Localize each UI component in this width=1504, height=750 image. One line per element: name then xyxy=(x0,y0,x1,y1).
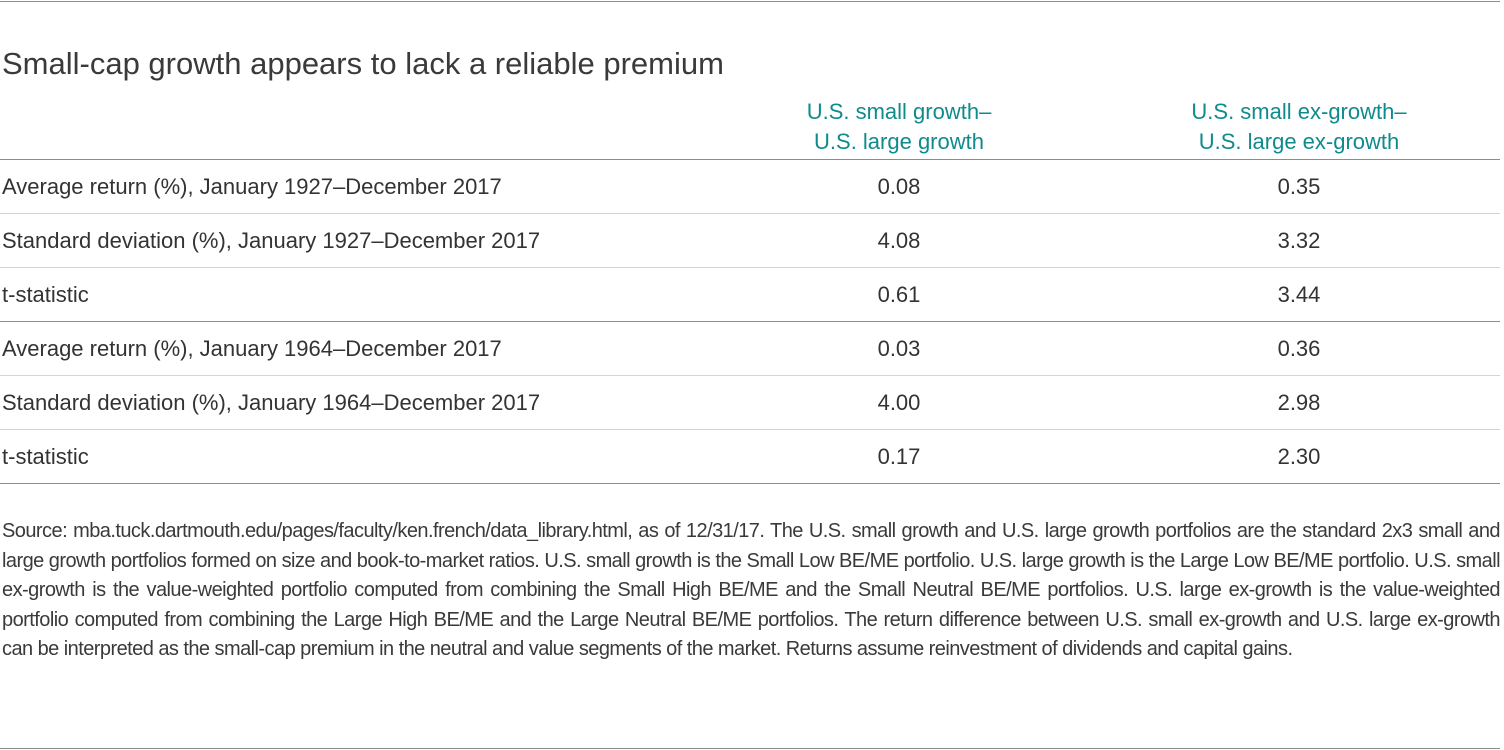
table-row: t-statistic 0.61 3.44 xyxy=(0,267,1500,321)
table-row: Average return (%), January 1964–Decembe… xyxy=(0,321,1500,375)
cell-small-ex-growth: 2.98 xyxy=(1277,390,1321,415)
source-note: Source: mba.tuck.dartmouth.edu/pages/fac… xyxy=(2,520,1501,660)
column-header-small-ex-growth: U.S. small ex-growth– U.S. large ex-grow… xyxy=(1148,97,1450,157)
table-row: Standard deviation (%), January 1927–Dec… xyxy=(0,213,1500,267)
row-label: Average return (%), January 1964–Decembe… xyxy=(2,336,502,361)
cell-small-growth: 0.03 xyxy=(877,336,921,361)
row-label: Standard deviation (%), January 1927–Dec… xyxy=(2,228,541,253)
column-header-line: U.S. large growth xyxy=(814,129,984,154)
table-title: Small-cap growth appears to lack a relia… xyxy=(2,46,724,81)
column-header-line: U.S. large ex-growth xyxy=(1198,129,1400,154)
row-label: t-statistic xyxy=(2,282,89,307)
bottom-rule xyxy=(0,748,1500,749)
cell-small-ex-growth: 3.32 xyxy=(1277,228,1321,253)
column-header-line: U.S. small growth– xyxy=(806,99,992,124)
table-row: Average return (%), January 1927–Decembe… xyxy=(0,159,1500,213)
cell-small-growth: 4.00 xyxy=(877,390,921,415)
row-label: Standard deviation (%), January 1964–Dec… xyxy=(2,390,541,415)
cell-small-ex-growth: 0.36 xyxy=(1277,336,1321,361)
cell-small-growth: 0.08 xyxy=(877,174,921,199)
column-header-small-growth: U.S. small growth– U.S. large growth xyxy=(748,97,1050,157)
table-row: t-statistic 0.17 2.30 xyxy=(0,429,1500,484)
column-header-line: U.S. small ex-growth– xyxy=(1191,99,1407,124)
cell-small-growth: 0.17 xyxy=(877,444,921,469)
cell-small-ex-growth: 3.44 xyxy=(1277,282,1321,307)
cell-small-ex-growth: 0.35 xyxy=(1277,174,1321,199)
row-label: t-statistic xyxy=(2,444,89,469)
cell-small-growth: 4.08 xyxy=(877,228,921,253)
top-rule xyxy=(0,1,1500,2)
row-label: Average return (%), January 1927–Decembe… xyxy=(2,174,502,199)
data-table: Average return (%), January 1927–Decembe… xyxy=(0,159,1500,484)
cell-small-growth: 0.61 xyxy=(877,282,921,307)
table-row: Standard deviation (%), January 1964–Dec… xyxy=(0,375,1500,429)
cell-small-ex-growth: 2.30 xyxy=(1277,444,1321,469)
